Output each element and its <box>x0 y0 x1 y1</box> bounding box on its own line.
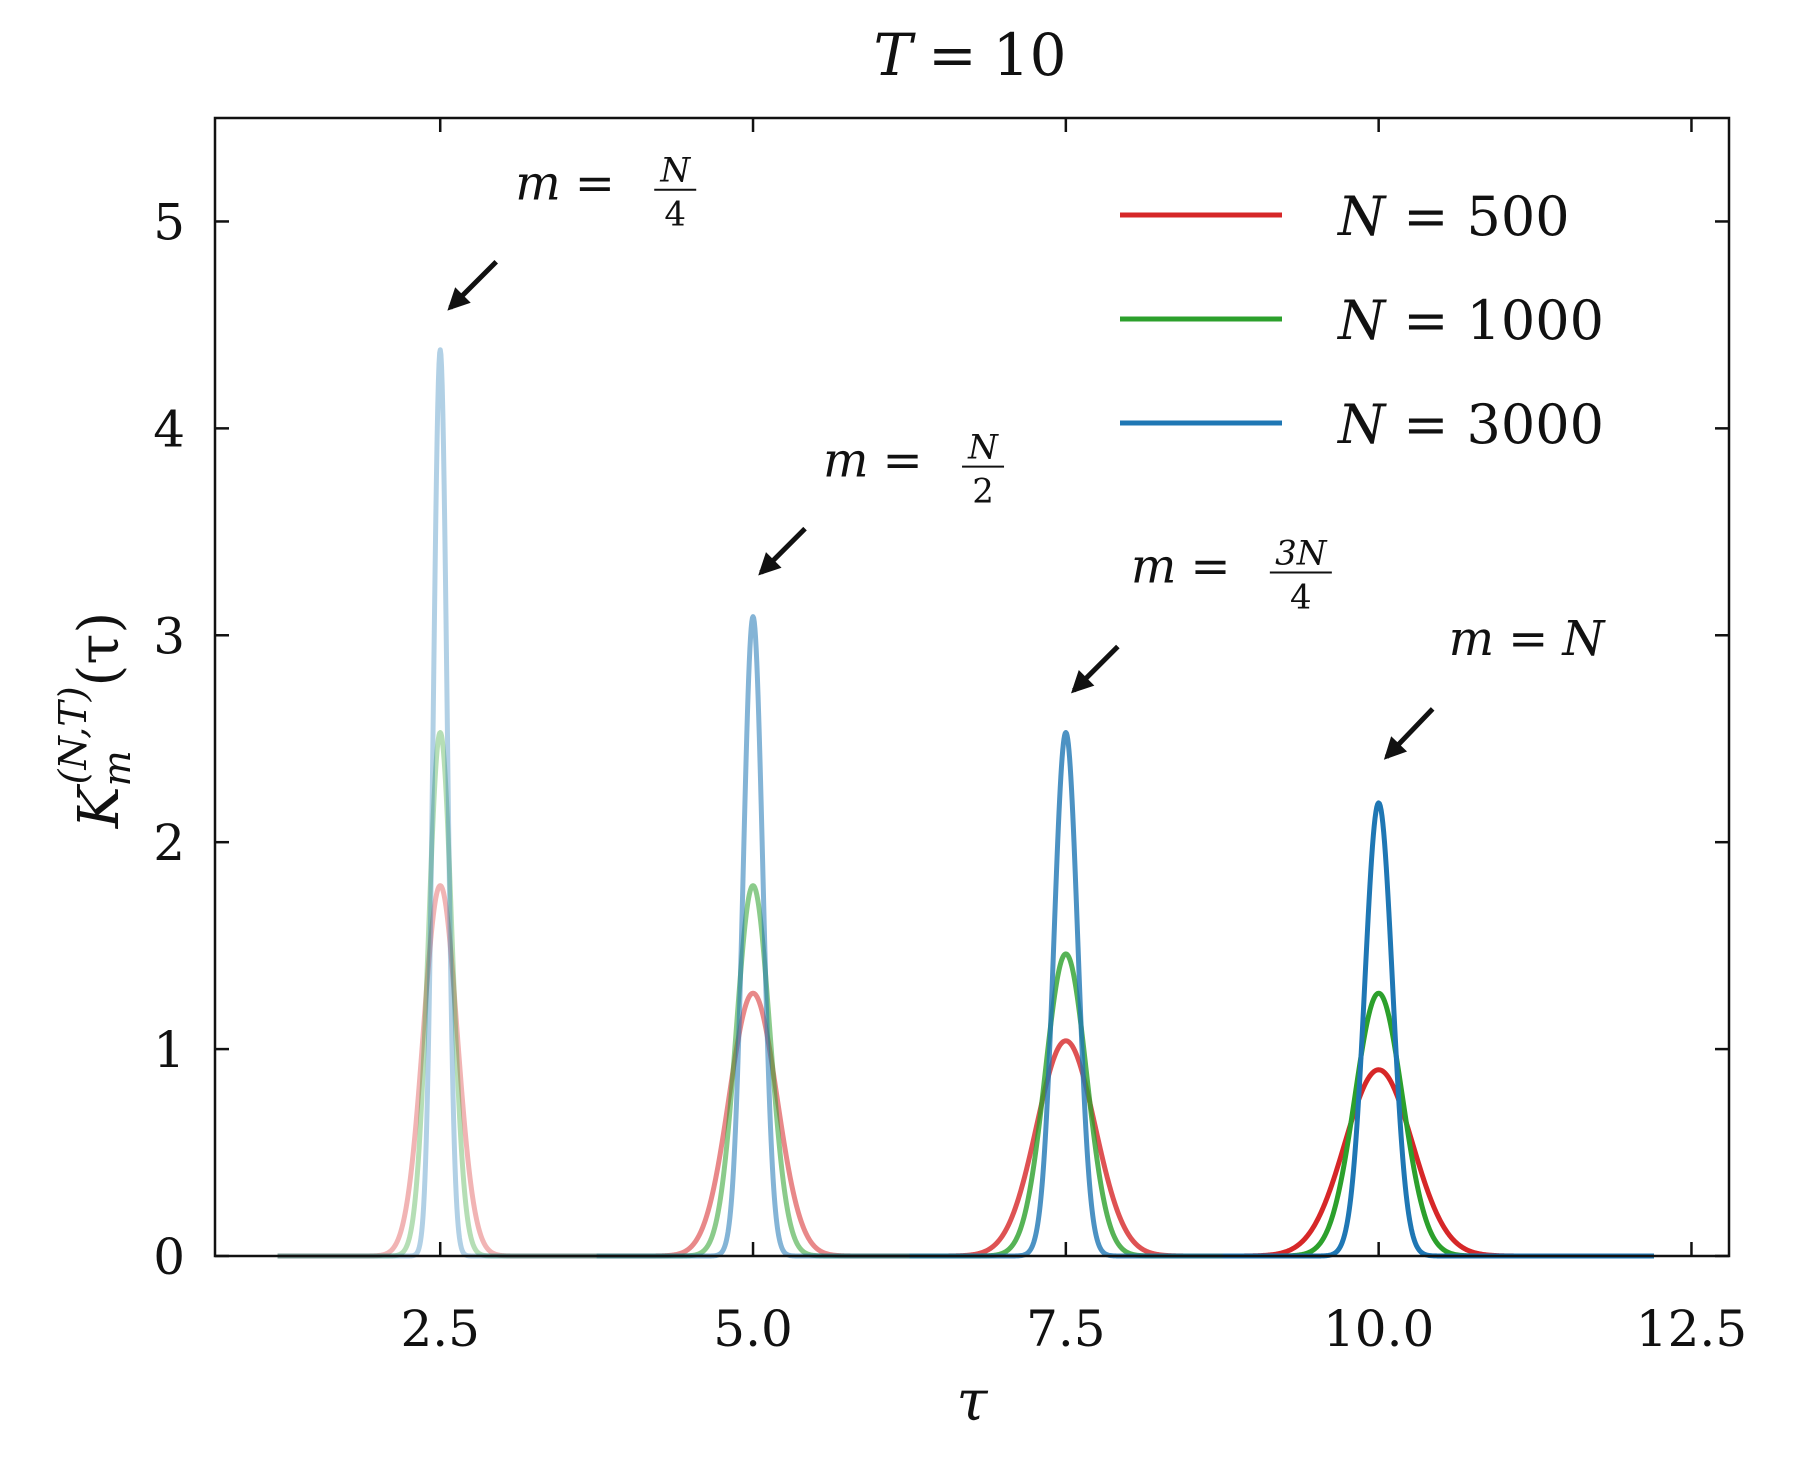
legend-label: N = 500 <box>1336 185 1570 248</box>
y-tick-label: 2 <box>153 814 185 872</box>
title-var: T <box>873 21 916 89</box>
x-tick-label: 10.0 <box>1323 1300 1434 1358</box>
fraction-numerator: N <box>967 428 999 468</box>
annotation-label: m = N <box>1449 611 1607 667</box>
series-1-peak-3-line <box>907 1038 1225 1259</box>
y-label-sup: (N,T) <box>51 686 95 784</box>
y-label-sub: m <box>95 750 139 786</box>
y-label-arg: (τ) <box>67 612 132 687</box>
arrow-head <box>1071 670 1095 694</box>
fraction-denominator: 4 <box>664 195 686 235</box>
y-tick-label: 1 <box>153 1021 185 1079</box>
fraction-numerator: N <box>659 151 691 191</box>
peak-annotation-4: m = N <box>1383 611 1607 760</box>
y-label-main: K <box>67 783 132 829</box>
series-1-peak-1-line <box>275 883 599 1259</box>
x-tick-label: 5.0 <box>713 1300 793 1358</box>
fraction-numerator: 3N <box>1275 534 1328 574</box>
curves-layer <box>275 347 1656 1259</box>
series-3-peak-4-line <box>1220 800 1656 1259</box>
x-tick-label: 12.5 <box>1636 1300 1747 1358</box>
fraction-denominator: 4 <box>1290 578 1312 618</box>
arrow-head <box>758 552 782 576</box>
x-axis-label: τ <box>957 1369 989 1434</box>
series-3-peak-1-line <box>275 347 599 1259</box>
legend-label: N = 1000 <box>1336 289 1604 352</box>
series-2-peak-1-line <box>275 730 599 1259</box>
y-tick-label: 0 <box>153 1228 185 1286</box>
series-3-peak-2-line <box>594 614 912 1259</box>
arrow-head <box>1383 736 1408 760</box>
annotation-label: m = <box>1131 539 1231 595</box>
annotation-label: m = <box>823 433 923 489</box>
svg-text:Km(N,T)(τ): Km(N,T)(τ) <box>51 612 139 829</box>
series-3-peak-3-line <box>907 730 1225 1259</box>
legend: N = 500 N = 1000 N = 3000 <box>1120 185 1604 456</box>
x-tick-label: 2.5 <box>400 1300 480 1358</box>
arrow-head <box>447 287 471 311</box>
y-axis-label: Km(N,T)(τ) <box>51 612 139 829</box>
peak-annotation-3: m = 3N4 <box>1071 534 1332 694</box>
peak-annotation-2: m = N2 <box>758 428 1005 576</box>
plot-frame <box>213 116 1731 1258</box>
y-tick-label: 4 <box>153 400 185 458</box>
y-tick-label: 5 <box>153 193 185 251</box>
title-eq: = <box>928 21 977 89</box>
series-2-peak-3-line <box>907 951 1225 1259</box>
ticks-layer: 2.5 5.0 7.5 10.0 12.5 0 1 2 3 4 5 <box>153 118 1747 1358</box>
series-2-peak-2-line <box>594 883 912 1259</box>
legend-label: N = 3000 <box>1336 393 1604 456</box>
fraction-denominator: 2 <box>972 472 994 512</box>
x-tick-label: 7.5 <box>1026 1300 1106 1358</box>
y-tick-label: 3 <box>153 607 185 665</box>
title-value: 10 <box>993 21 1067 89</box>
series-1-peak-4-line <box>1220 1067 1656 1259</box>
chart-title: T = 10 <box>873 21 1066 89</box>
peak-annotation-1: m = N4 <box>447 151 697 311</box>
annotation-label: m = <box>515 156 615 212</box>
series-1-peak-2-line <box>594 990 912 1259</box>
